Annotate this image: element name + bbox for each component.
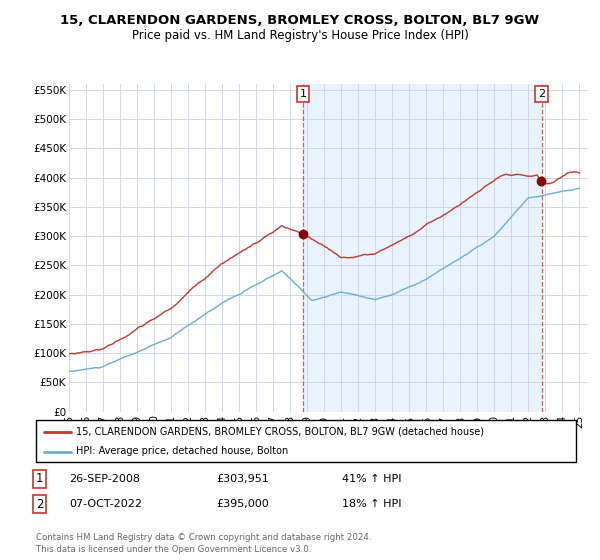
Text: 07-OCT-2022: 07-OCT-2022 bbox=[69, 499, 142, 509]
Text: 1: 1 bbox=[299, 89, 307, 99]
FancyBboxPatch shape bbox=[36, 420, 576, 462]
Text: 18% ↑ HPI: 18% ↑ HPI bbox=[342, 499, 401, 509]
Bar bbox=[303, 84, 542, 412]
Text: 2: 2 bbox=[538, 89, 545, 99]
Text: £303,951: £303,951 bbox=[216, 474, 269, 484]
Text: 15, CLARENDON GARDENS, BROMLEY CROSS, BOLTON, BL7 9GW (detached house): 15, CLARENDON GARDENS, BROMLEY CROSS, BO… bbox=[77, 427, 485, 437]
Text: HPI: Average price, detached house, Bolton: HPI: Average price, detached house, Bolt… bbox=[77, 446, 289, 456]
Text: 26-SEP-2008: 26-SEP-2008 bbox=[69, 474, 140, 484]
Text: Contains HM Land Registry data © Crown copyright and database right 2024.
This d: Contains HM Land Registry data © Crown c… bbox=[36, 533, 371, 554]
Text: Price paid vs. HM Land Registry's House Price Index (HPI): Price paid vs. HM Land Registry's House … bbox=[131, 29, 469, 42]
Text: 41% ↑ HPI: 41% ↑ HPI bbox=[342, 474, 401, 484]
Text: 1: 1 bbox=[36, 472, 44, 486]
Text: 2: 2 bbox=[36, 497, 44, 511]
Text: 15, CLARENDON GARDENS, BROMLEY CROSS, BOLTON, BL7 9GW: 15, CLARENDON GARDENS, BROMLEY CROSS, BO… bbox=[61, 14, 539, 27]
Text: £395,000: £395,000 bbox=[216, 499, 269, 509]
